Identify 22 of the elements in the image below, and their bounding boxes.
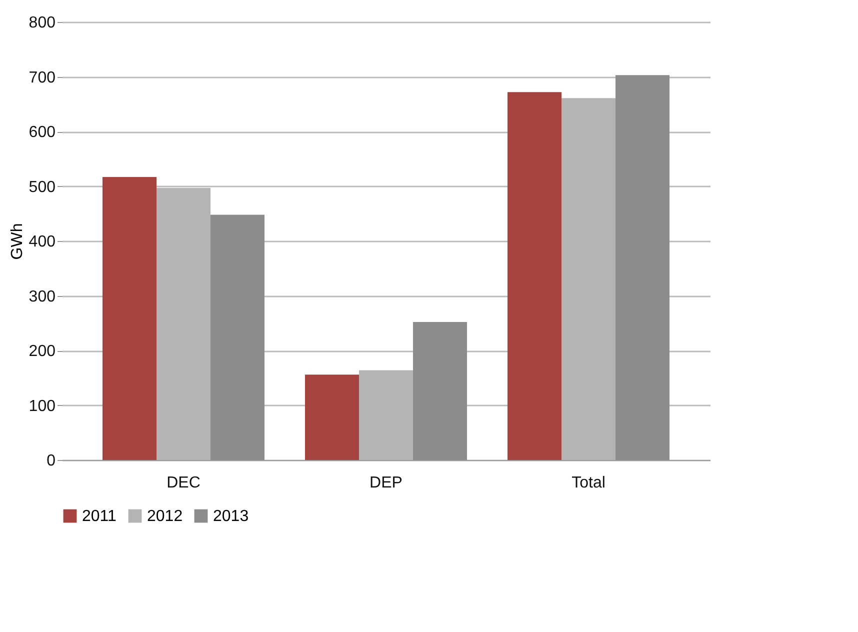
bar	[305, 374, 359, 460]
legend-label: 2011	[82, 508, 117, 525]
bar	[413, 322, 467, 460]
legend-label: 2013	[213, 508, 249, 525]
x-tick-label: Total	[572, 474, 606, 492]
y-tick-label: 200	[28, 343, 56, 360]
y-tick-label: 0	[46, 452, 56, 470]
y-tick-label: 400	[28, 234, 56, 250]
y-tick-label: 600	[28, 124, 56, 141]
y-tick-label: 800	[28, 14, 56, 32]
x-tick-label: DEC	[166, 474, 200, 492]
y-tick-label: 500	[28, 178, 56, 196]
y-tick-label: 100	[28, 398, 56, 415]
y-axis-title: GWh	[8, 223, 26, 260]
y-tick-label: 300	[28, 288, 56, 306]
x-tick-label: DEP	[370, 474, 402, 492]
bar	[616, 75, 670, 460]
bar	[102, 176, 156, 460]
legend-label: 2012	[147, 508, 183, 525]
y-tick-label: 700	[28, 69, 56, 86]
bar	[508, 92, 562, 460]
bar	[210, 214, 264, 460]
